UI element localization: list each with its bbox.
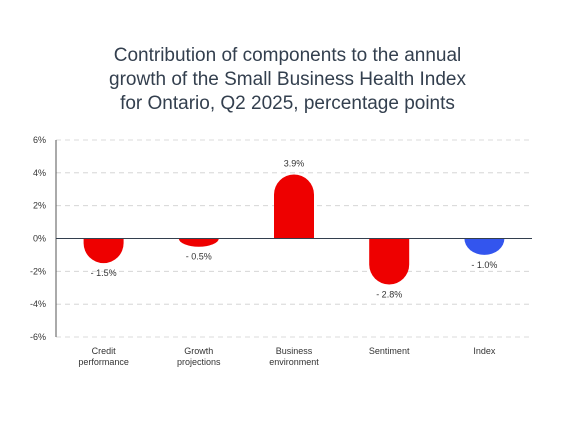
chart-title-line-3: for Ontario, Q2 2025, percentage points — [120, 93, 455, 114]
chart-title-line-1: Contribution of components to the annual — [113, 45, 462, 66]
bar — [83, 238, 124, 264]
bar — [274, 174, 314, 239]
category-label: Sentiment — [369, 346, 410, 356]
y-tick-label: -2% — [30, 266, 46, 276]
chart-title: Contribution of components to the annual… — [0, 44, 575, 116]
category-label: Growth — [184, 346, 213, 356]
data-label: - 1.0% — [471, 260, 497, 270]
data-label: - 1.5% — [91, 268, 117, 278]
y-tick-label: 2% — [33, 201, 46, 211]
category-label: Index — [473, 346, 496, 356]
y-tick-label: 4% — [33, 168, 46, 178]
data-label: 3.9% — [284, 158, 305, 168]
data-labels: - 1.5% - 0.5% 3.9% - 2.8% - 1.0% — [91, 158, 498, 299]
data-label: - 0.5% — [186, 252, 212, 262]
bars — [83, 174, 505, 285]
bar — [369, 238, 410, 285]
chart-title-line-2: growth of the Small Business Health Inde… — [109, 69, 466, 90]
category-label: Business — [276, 346, 313, 356]
y-tick-label: -6% — [30, 332, 46, 342]
category-label: projections — [177, 357, 221, 367]
y-tick-label: -4% — [30, 299, 46, 309]
category-label: performance — [78, 357, 129, 367]
category-label: environment — [269, 357, 319, 367]
y-tick-label: 6% — [33, 135, 46, 145]
y-tick-label: 0% — [33, 234, 46, 244]
y-axis: 6% 4% 2% 0% -2% -4% -6% — [30, 135, 57, 342]
category-label: Credit — [92, 346, 117, 356]
data-label: - 2.8% — [376, 289, 402, 299]
bar — [178, 238, 219, 247]
bar — [464, 238, 505, 255]
